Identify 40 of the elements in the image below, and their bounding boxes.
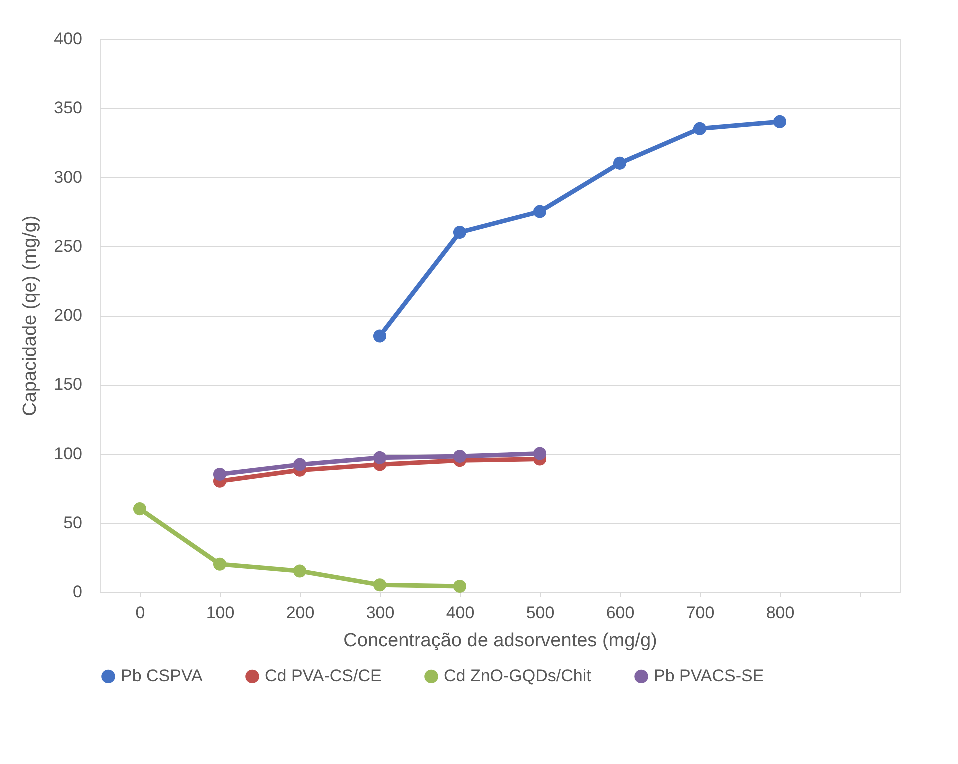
legend-label: Cd ZnO-GQDs/Chit xyxy=(444,666,592,686)
point xyxy=(373,330,387,343)
x-tick-label: 100 xyxy=(206,604,235,622)
point xyxy=(293,564,307,578)
point xyxy=(133,502,147,516)
y-tick-label: 100 xyxy=(54,444,82,464)
point xyxy=(453,450,467,464)
y-tick-label: 300 xyxy=(54,168,82,187)
y-tick-label: 150 xyxy=(54,375,82,394)
y-tick-label: 350 xyxy=(54,98,82,118)
x-tick-label: 800 xyxy=(766,604,795,622)
point xyxy=(373,451,387,464)
x-tick-label: 600 xyxy=(606,604,635,622)
y-tick-label: 400 xyxy=(54,30,82,48)
legend-label: Cd PVA-CS/CE xyxy=(265,666,382,686)
y-tick-label: 0 xyxy=(73,582,82,602)
x-tick-label: 0 xyxy=(136,604,146,622)
x-tick-label: 300 xyxy=(366,604,395,622)
point xyxy=(533,447,547,460)
point xyxy=(533,205,547,218)
point xyxy=(213,558,227,571)
point xyxy=(293,458,307,472)
y-axis-title: Capacidade (qe) (mg/g) xyxy=(20,216,42,416)
x-tick-label: 500 xyxy=(526,604,555,622)
x-tick-label: 400 xyxy=(446,604,475,622)
point xyxy=(693,122,707,136)
x-tick-label: 700 xyxy=(686,604,715,622)
y-tick-label: 50 xyxy=(64,513,82,532)
legend-label: Pb CSPVA xyxy=(121,666,204,686)
x-tick-label: 200 xyxy=(286,604,315,622)
point xyxy=(453,226,467,240)
point xyxy=(453,580,467,593)
point xyxy=(373,578,387,592)
point xyxy=(213,468,227,481)
point xyxy=(613,156,627,170)
x-axis-title: Concentração de adsorventes (mg/g) xyxy=(344,630,658,652)
y-tick-label: 200 xyxy=(54,306,82,325)
y-tick-label: 250 xyxy=(54,236,82,256)
legend-label: Pb PVACS-SE xyxy=(654,666,764,686)
point xyxy=(773,115,787,128)
